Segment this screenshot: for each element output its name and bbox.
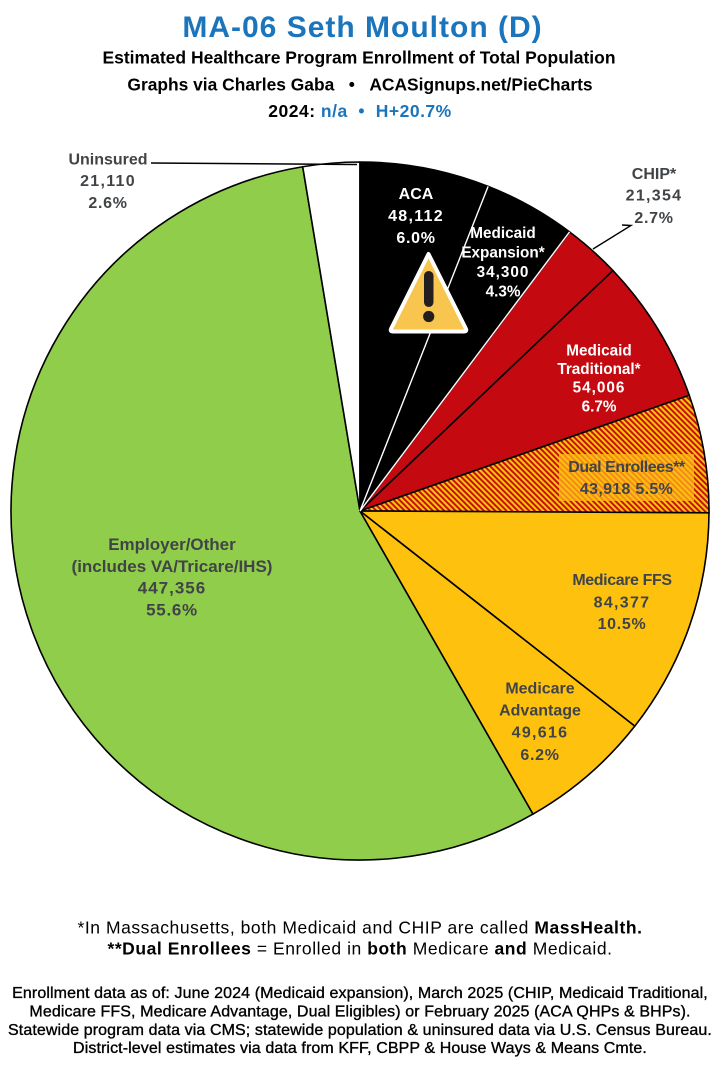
svg-text:6.7%: 6.7% — [582, 398, 617, 415]
svg-text:2.6%: 2.6% — [88, 195, 127, 212]
svg-text:Medicaid: Medicaid — [470, 225, 535, 242]
svg-text:**Dual Enrollees = Enrolled in: **Dual Enrollees = Enrolled in both Medi… — [107, 939, 612, 959]
svg-text:(includes VA/Tricare/IHS): (includes VA/Tricare/IHS) — [72, 557, 273, 576]
svg-text:ACA: ACA — [399, 186, 434, 203]
svg-text:Estimated Healthcare Program E: Estimated Healthcare Program Enrollment … — [102, 48, 615, 68]
svg-text:Expansion*: Expansion* — [461, 245, 544, 262]
svg-text:6.0%: 6.0% — [396, 230, 435, 247]
svg-text:55.6%: 55.6% — [146, 600, 198, 619]
svg-text:2.7%: 2.7% — [634, 210, 673, 227]
svg-text:Medicare: Medicare — [505, 681, 574, 698]
svg-text:Enrollment data as of: June 20: Enrollment data as of: June 2024 (Medica… — [12, 985, 708, 1002]
svg-text:District-level estimates via d: District-level estimates via data from K… — [73, 1040, 647, 1057]
svg-text:21,354: 21,354 — [626, 188, 683, 205]
svg-text:Employer/Other: Employer/Other — [108, 535, 236, 554]
svg-text:54,006: 54,006 — [573, 380, 626, 397]
svg-text:84,377: 84,377 — [594, 595, 651, 612]
svg-text:21,110: 21,110 — [80, 173, 136, 190]
svg-text:Medicare FFS, Medicare Advanta: Medicare FFS, Medicare Advantage, Dual E… — [29, 1003, 690, 1020]
svg-text:MA-06 Seth Moulton (D): MA-06 Seth Moulton (D) — [182, 11, 542, 44]
svg-text:*In Massachusetts, both Medica: *In Massachusetts, both Medicaid and CHI… — [77, 918, 642, 938]
svg-text:Medicaid: Medicaid — [566, 343, 631, 360]
svg-text:CHIP*: CHIP* — [632, 166, 677, 183]
svg-text:Advantage: Advantage — [499, 703, 581, 720]
svg-text:2024: n/a • H+20.7%: 2024: n/a • H+20.7% — [268, 101, 451, 121]
svg-text:Traditional*: Traditional* — [557, 361, 640, 378]
svg-text:48,112: 48,112 — [388, 208, 444, 225]
svg-text:6.2%: 6.2% — [520, 747, 559, 764]
svg-text:34,300: 34,300 — [477, 264, 530, 281]
svg-text:4.3%: 4.3% — [486, 284, 521, 301]
svg-text:447,356: 447,356 — [138, 579, 206, 598]
svg-text:Uninsured: Uninsured — [68, 151, 147, 168]
svg-text:43,918 5.5%: 43,918 5.5% — [580, 481, 673, 498]
svg-text:Dual Enrollees**: Dual Enrollees** — [568, 459, 686, 476]
svg-text:49,616: 49,616 — [512, 725, 569, 742]
svg-text:Graphs via Charles Gaba •: Graphs via Charles Gaba • ACASignups.net… — [127, 75, 592, 95]
svg-text:10.5%: 10.5% — [598, 616, 647, 633]
svg-text:Statewide program data via CMS: Statewide program data via CMS; statewid… — [8, 1022, 712, 1039]
svg-text:Medicare FFS: Medicare FFS — [572, 572, 672, 589]
